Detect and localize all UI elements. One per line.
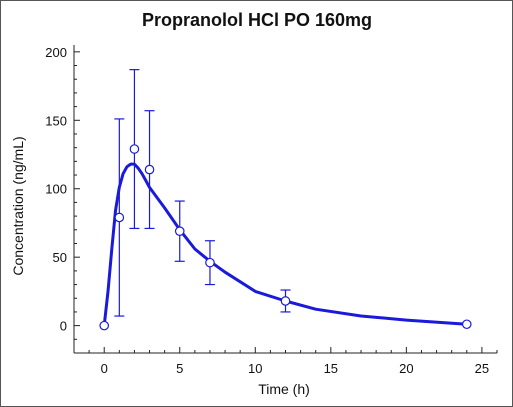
y-tick-label: 150 bbox=[45, 113, 67, 128]
x-tick-label: 20 bbox=[399, 361, 413, 376]
x-tick-label: 25 bbox=[475, 361, 489, 376]
x-axis-label: Time (h) bbox=[258, 381, 310, 397]
plot-marks bbox=[99, 69, 472, 331]
fitted-curve bbox=[102, 162, 469, 328]
chart-title: Propranolol HCl PO 160mg bbox=[142, 10, 372, 30]
y-tick-label: 100 bbox=[45, 182, 67, 197]
x-tick-label: 15 bbox=[324, 361, 338, 376]
y-tick-label: 0 bbox=[60, 319, 67, 334]
y-tick-label: 200 bbox=[45, 45, 67, 60]
x-tick-label: 10 bbox=[248, 361, 262, 376]
axes: 0 5 10 15 20 25 0 50 100 150 200 bbox=[45, 45, 498, 376]
x-tick-label: 5 bbox=[176, 361, 183, 376]
data-point bbox=[280, 296, 291, 306]
data-point bbox=[114, 212, 125, 223]
x-tick-label: 0 bbox=[101, 361, 108, 376]
data-point bbox=[174, 226, 185, 236]
data-point bbox=[129, 144, 140, 154]
data-point bbox=[144, 164, 155, 175]
data-point bbox=[461, 319, 472, 330]
data-point bbox=[99, 320, 110, 331]
y-axis-label: Concentration (ng/mL) bbox=[10, 136, 26, 275]
data-point bbox=[205, 257, 215, 268]
y-tick-label: 50 bbox=[53, 250, 67, 265]
